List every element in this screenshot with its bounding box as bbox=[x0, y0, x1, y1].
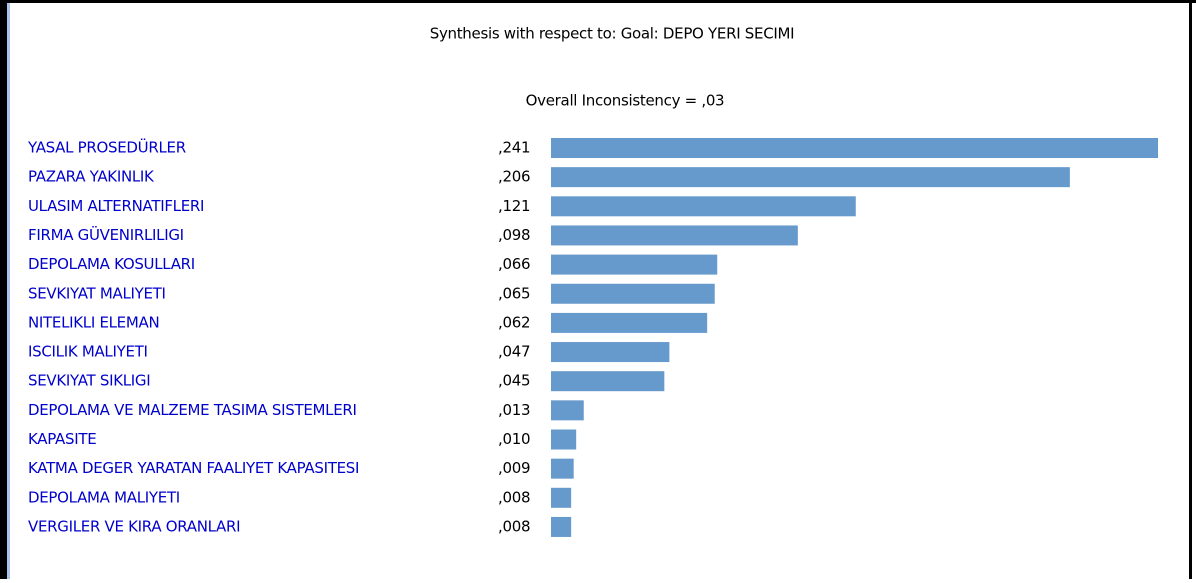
bar bbox=[551, 342, 670, 363]
top-border bbox=[0, 0, 1196, 3]
category-label: DEPOLAMA VE MALZEME TASIMA SISTEMLERI bbox=[28, 401, 357, 419]
value-label: ,047 bbox=[498, 343, 530, 361]
value-label: ,098 bbox=[498, 226, 530, 244]
bar bbox=[551, 312, 708, 333]
value-label: ,066 bbox=[498, 255, 530, 273]
bar bbox=[551, 400, 584, 421]
category-label: KATMA DEGER YARATAN FAALIYET KAPASITESI bbox=[28, 459, 359, 477]
value-label: ,010 bbox=[498, 430, 530, 448]
category-label: NITELIKLI ELEMAN bbox=[28, 313, 159, 331]
bar bbox=[551, 516, 572, 537]
value-label: ,008 bbox=[498, 517, 530, 535]
category-label: DEPOLAMA KOSULLARI bbox=[28, 255, 195, 273]
value-label: ,241 bbox=[498, 139, 530, 157]
bar bbox=[551, 487, 572, 508]
bar bbox=[551, 138, 1158, 158]
value-label: ,062 bbox=[498, 313, 530, 331]
category-label: SEVKIYAT MALIYETI bbox=[28, 284, 166, 302]
category-label: ISCILIK MALIYETI bbox=[28, 343, 148, 361]
category-label: VERGILER VE KIRA ORANLARI bbox=[28, 517, 240, 535]
category-label: PAZARA YAKINLIK bbox=[28, 168, 155, 186]
right-border bbox=[1189, 0, 1192, 579]
bar bbox=[551, 225, 798, 246]
bar bbox=[551, 283, 715, 304]
value-label: ,013 bbox=[498, 401, 530, 419]
chart-title: Synthesis with respect to: Goal: DEPO YE… bbox=[430, 25, 795, 43]
left-border-highlight bbox=[7, 0, 10, 579]
bar bbox=[551, 196, 856, 217]
bar bbox=[551, 371, 665, 392]
value-label: ,009 bbox=[498, 459, 530, 477]
bar bbox=[551, 458, 574, 479]
value-label: ,008 bbox=[498, 488, 530, 506]
bar bbox=[551, 429, 577, 450]
inconsistency: Overall Inconsistency = ,03 bbox=[526, 92, 725, 110]
bar bbox=[551, 254, 718, 275]
value-label: ,121 bbox=[498, 197, 530, 215]
value-label: ,206 bbox=[498, 168, 530, 186]
category-label: SEVKIYAT SIKLIGI bbox=[28, 372, 150, 390]
category-label: ULASIM ALTERNATIFLERI bbox=[28, 197, 204, 215]
value-label: ,045 bbox=[498, 372, 530, 390]
bar bbox=[551, 167, 1070, 188]
category-label: FIRMA GÜVENIRLILIGI bbox=[28, 225, 184, 244]
category-label: YASAL PROSEDÜRLER bbox=[27, 138, 186, 157]
category-label: DEPOLAMA MALIYETI bbox=[28, 488, 180, 506]
left-border bbox=[0, 0, 7, 579]
value-label: ,065 bbox=[498, 284, 530, 302]
category-label: KAPASITE bbox=[28, 430, 96, 448]
